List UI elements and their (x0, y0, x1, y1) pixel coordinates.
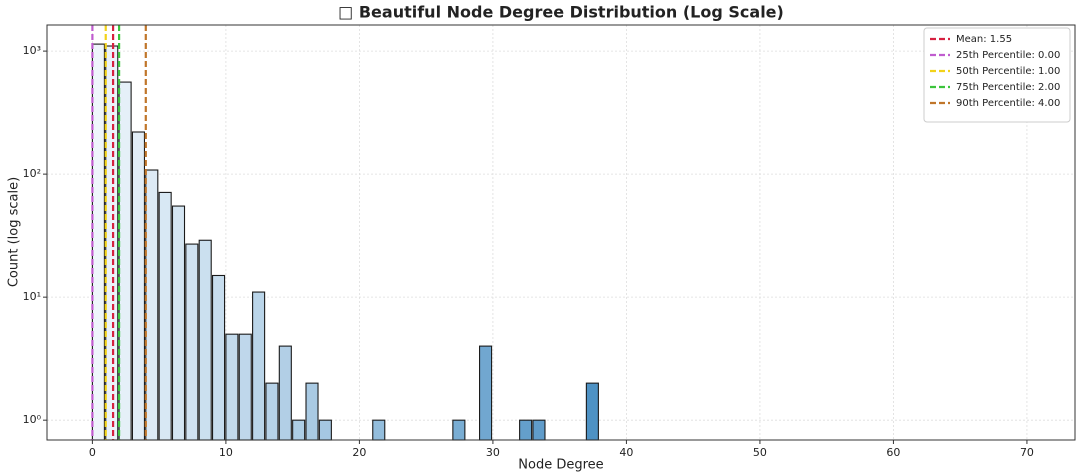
bar (158, 191, 172, 441)
bar (278, 345, 292, 441)
bar (185, 243, 199, 441)
chart-title: □ Beautiful Node Degree Distribution (Lo… (338, 3, 784, 22)
y-axis-label: Count (log scale) (7, 177, 22, 287)
bar (171, 205, 186, 441)
y-tick-label: 10² (23, 167, 41, 180)
bar (452, 419, 466, 441)
plot-frame (46, 24, 1076, 441)
x-tick-label: 40 (619, 446, 633, 459)
y-tick-label: 10¹ (23, 290, 41, 303)
legend-label: Mean: 1.55 (956, 34, 1012, 45)
x-tick-label: 10 (219, 446, 233, 459)
x-tick-label: 20 (352, 446, 366, 459)
bar (479, 345, 493, 441)
bar (131, 131, 146, 441)
legend-label: 50th Percentile: 1.00 (956, 66, 1060, 77)
bar (532, 419, 546, 441)
bar (318, 419, 332, 441)
bar (105, 45, 119, 441)
x-axis-label: Node Degree (518, 458, 603, 473)
x-tick-label: 0 (89, 446, 96, 459)
y-tick-label: 10³ (23, 44, 41, 57)
legend-label: 90th Percentile: 4.00 (956, 98, 1060, 109)
bar (265, 382, 279, 441)
bar (292, 419, 306, 441)
x-tick-label: 30 (486, 446, 500, 459)
x-tick-label: 60 (886, 446, 900, 459)
legend-label: 25th Percentile: 0.00 (956, 50, 1060, 61)
x-tick-label: 50 (753, 446, 767, 459)
bar (211, 274, 226, 441)
x-tick-label: 70 (1020, 446, 1034, 459)
legend-box (923, 27, 1071, 123)
bar (145, 169, 159, 441)
legend: Mean: 1.55 25th Percentile: 0.00 50th Perc… (923, 27, 1071, 123)
bar (305, 382, 319, 441)
bar (372, 419, 386, 441)
bar (252, 291, 266, 441)
bar (585, 382, 599, 441)
bar (118, 81, 132, 441)
legend-label: 75th Percentile: 2.00 (956, 82, 1060, 93)
bar (198, 239, 212, 441)
bar (225, 333, 239, 441)
bar (91, 43, 105, 441)
bar (519, 419, 533, 441)
bar (238, 333, 252, 441)
y-tick-label: 10⁰ (23, 413, 42, 426)
